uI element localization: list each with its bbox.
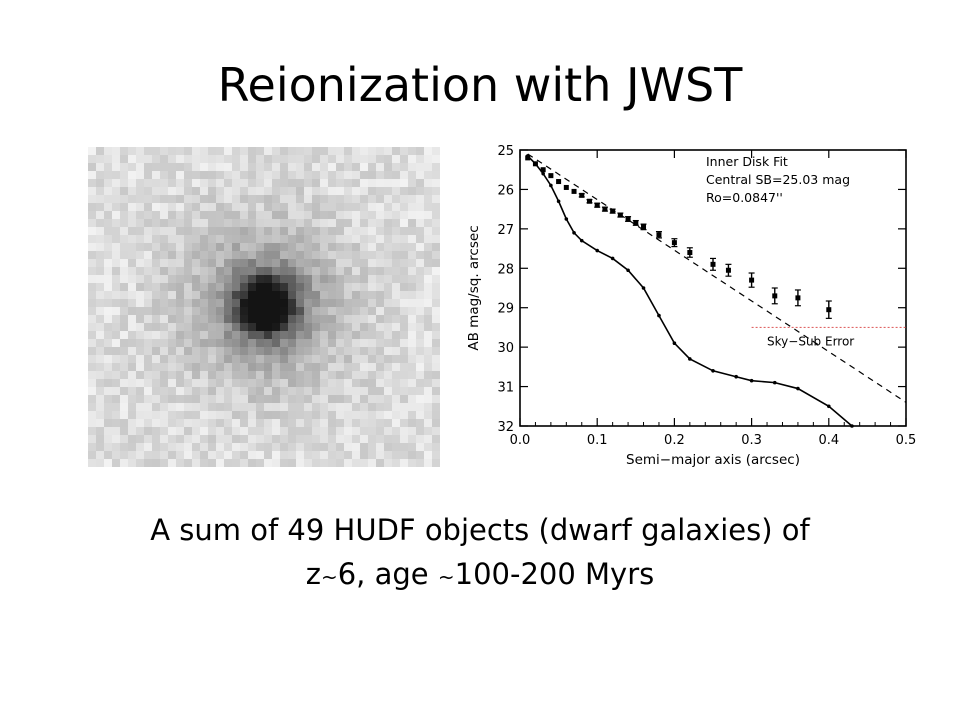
x-tick-label: 0.5 (896, 433, 917, 448)
profile-line-point (688, 357, 692, 361)
caption-z: z (305, 557, 321, 591)
x-tick-label: 0.2 (664, 433, 685, 448)
profile-data-point (687, 250, 693, 256)
profile-data-point (563, 184, 569, 190)
profile-data-point (671, 240, 677, 246)
profile-line-point (626, 268, 630, 273)
plot-frame (519, 149, 907, 427)
y-tick-label: 25 (497, 144, 514, 159)
profile-line-point (796, 386, 800, 391)
profile-data-point (571, 188, 577, 194)
profile-line-point (672, 341, 677, 345)
profile-line-point (556, 199, 561, 204)
profile-data-point (725, 267, 731, 273)
y-tick-label: 32 (497, 420, 514, 435)
plot-marks (525, 153, 907, 428)
profile-line (527, 155, 853, 427)
profile-line-point (610, 256, 615, 261)
profile-line-point (772, 380, 777, 385)
profile-data-point (586, 198, 592, 204)
y-tick-label: 31 (497, 381, 514, 396)
profile-line-point (657, 313, 661, 318)
y-tick-label: 29 (497, 302, 514, 317)
stacked-galaxy-image (88, 147, 440, 467)
caption-age-range: 100-200 Myrs (454, 557, 655, 591)
x-tick-label: 0.4 (818, 433, 839, 448)
profile-data-point (525, 155, 531, 161)
caption-tilde-2: ~ (437, 565, 455, 589)
profile-data-point (540, 167, 546, 173)
profile-data-point (749, 277, 755, 283)
profile-data-point (625, 216, 631, 222)
profile-line-point (850, 424, 854, 428)
profile-data-point (710, 261, 716, 267)
sky-sub-error-annotation: Sky−Sub Error (767, 334, 854, 348)
plot-labels: Inner Disk Fit Central SB=25.03 mag Ro=0.0… (466, 154, 854, 468)
caption-line-1: A sum of 49 HUDF objects (dwarf galaxies… (150, 513, 810, 547)
profile-data-point (594, 202, 600, 208)
profile-data-point (772, 293, 778, 299)
x-tick-label: 0.1 (587, 433, 608, 448)
galaxy-pixels (88, 147, 440, 467)
profile-data-point (602, 206, 608, 212)
x-tick-label: 0.0 (510, 433, 531, 448)
profile-line-point (564, 217, 569, 221)
plot-axes (519, 149, 907, 427)
surface-brightness-profile-chart: 0.0 0.1 0.2 0.3 0.4 0.5 25 26 27 28 29 30 31 32 Inner… (466, 144, 916, 468)
profile-line-point (572, 231, 576, 235)
profile-line-point (827, 404, 831, 409)
profile-line-point (541, 171, 545, 176)
y-tick-label: 27 (497, 223, 514, 238)
profile-line-point (641, 286, 646, 290)
plot-ticks: 0.0 0.1 0.2 0.3 0.4 0.5 25 26 27 28 29 30 31 32 (497, 144, 916, 448)
slide-caption: A sum of 49 HUDF objects (dwarf galaxies… (60, 508, 900, 599)
y-tick-label: 28 (497, 262, 514, 277)
profile-data-point (548, 173, 554, 179)
y-axis-label: AB mag/sq. arcsec (466, 225, 482, 350)
fit-title-annotation: Inner Disk Fit (706, 154, 788, 169)
profile-line-point (711, 369, 715, 373)
profile-data-point (656, 232, 662, 238)
slide-title: Reionization with JWST (217, 58, 743, 112)
y-tick-label: 30 (497, 341, 514, 356)
profile-data-point (556, 179, 562, 185)
profile-data-point (532, 161, 538, 167)
profile-line-point (595, 248, 599, 253)
caption-tilde-1: ~ (320, 565, 338, 589)
profile-line-point (549, 183, 553, 188)
inner-disk-fit-line (527, 153, 907, 403)
profile-data-point (641, 224, 647, 230)
profile-data-point (579, 192, 585, 198)
profile-data-point (826, 307, 832, 313)
y-tick-label: 26 (497, 183, 514, 198)
x-axis-label: Semi−major axis (arcsec) (626, 452, 800, 468)
caption-line-2: z~6, age ~100-200 Myrs (60, 552, 900, 599)
x-tick-label: 0.3 (741, 433, 762, 448)
profile-data-point (610, 208, 616, 214)
fit-central-sb-annotation: Central SB=25.03 mag (706, 172, 850, 187)
caption-redshift-age: 6, age (337, 557, 438, 591)
profile-line-point (734, 374, 738, 379)
profile-line-point (749, 378, 754, 383)
profile-data-point (795, 295, 801, 301)
profile-data-point (617, 212, 623, 218)
profile-line-point (579, 238, 584, 243)
profile-data-point (633, 220, 639, 226)
fit-ro-annotation: Ro=0.0847'' (706, 190, 783, 205)
